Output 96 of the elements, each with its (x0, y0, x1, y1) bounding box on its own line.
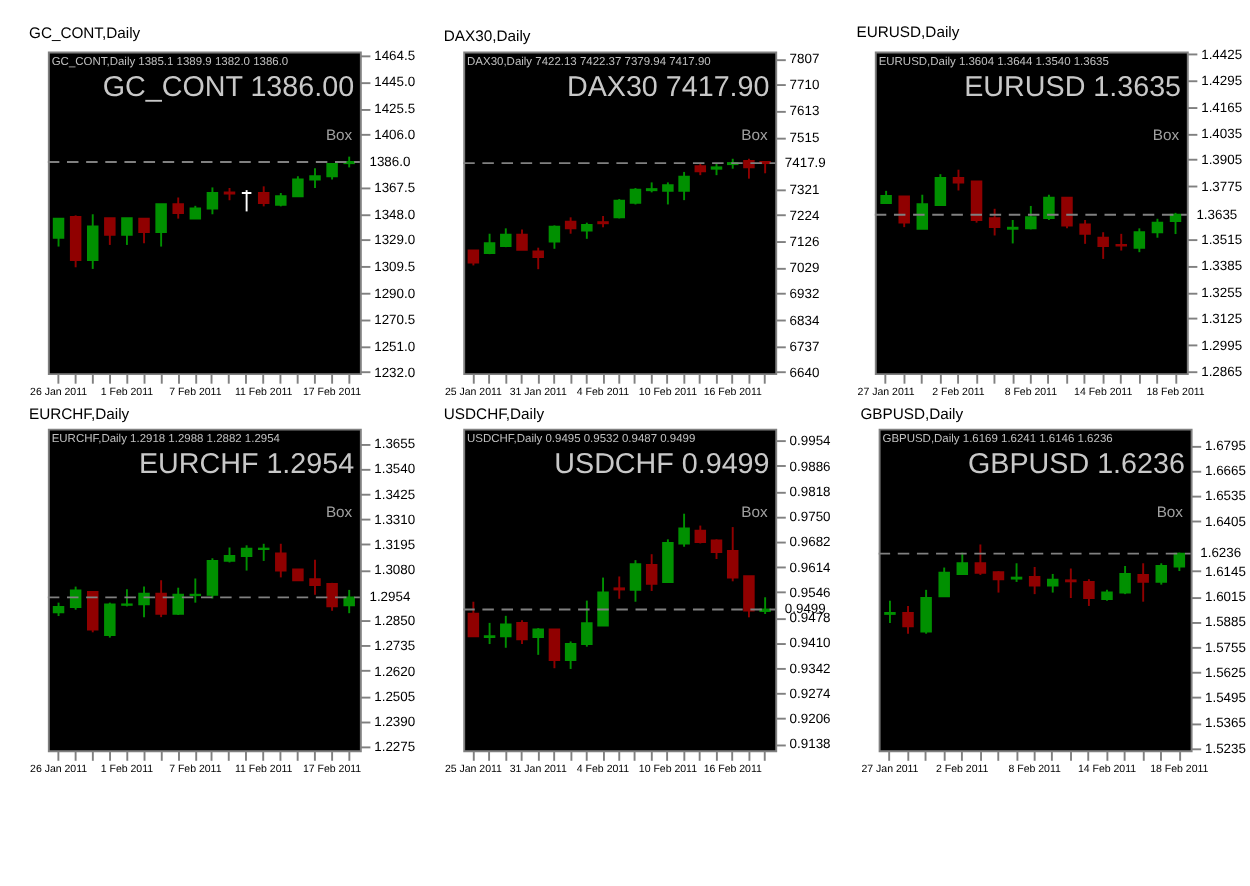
candlestick (988, 207, 1001, 237)
candlestick (934, 173, 947, 206)
candlestick (938, 566, 950, 598)
candlestick (1137, 562, 1149, 603)
candlestick (548, 224, 561, 250)
annotation: Box (1152, 125, 1180, 144)
candlestick (1010, 562, 1023, 583)
text: EURCHF,Daily (29, 405, 130, 424)
candlestick (970, 180, 983, 224)
text: USDCHF 0.9499 (554, 448, 770, 481)
candlestick (920, 588, 932, 635)
candlestick (974, 543, 987, 576)
text: EURUSD 1.3635 (964, 71, 1182, 104)
candlestick (662, 538, 674, 584)
candlestick (1119, 565, 1131, 596)
candlestick (548, 628, 561, 670)
candlestick (597, 576, 609, 627)
candlestick (952, 168, 965, 192)
text: DAX30,Daily (443, 27, 531, 46)
candlestick (309, 167, 321, 189)
candlestick (104, 217, 116, 246)
candlestick (1065, 567, 1077, 599)
annotation: Box (325, 125, 353, 144)
text: GBPUSD 1.6236 (968, 448, 1185, 481)
candlestick (645, 553, 658, 592)
candlestick (629, 559, 642, 603)
candlestick (532, 627, 544, 656)
candlestick (343, 588, 355, 615)
candlestick (743, 575, 755, 619)
candlestick (309, 558, 321, 596)
candlestick (326, 581, 338, 612)
text: DAX30 7417.90 (566, 71, 770, 104)
candlestick (992, 570, 1005, 594)
candlestick (104, 601, 116, 639)
candlestick (240, 544, 253, 572)
candlestick (516, 228, 528, 251)
text: GBPUSD,Daily (860, 405, 964, 424)
candlestick (172, 586, 184, 616)
text: EURUSD,Daily (856, 22, 960, 41)
candlestick (678, 512, 690, 548)
candlestick (189, 577, 202, 604)
candlestick (1043, 193, 1055, 221)
candlestick (500, 614, 512, 649)
candlestick (532, 246, 544, 271)
text: EURCHF 1.2954 (138, 448, 355, 481)
candlestick (1083, 578, 1095, 607)
candlestick (1006, 219, 1019, 245)
text: USDCHF,Daily (443, 405, 545, 424)
text: GC_CONT,Daily (29, 23, 141, 42)
candlestick (1046, 572, 1059, 594)
candlestick (155, 203, 167, 248)
candlestick (1133, 227, 1146, 254)
candlestick (69, 585, 82, 611)
candlestick (86, 213, 99, 270)
candlestick (240, 189, 253, 213)
candlestick (581, 599, 593, 648)
candlestick (613, 575, 625, 600)
candlestick (678, 170, 690, 202)
candlestick (743, 157, 755, 180)
candlestick (902, 604, 914, 635)
candlestick (467, 600, 480, 638)
candlestick (138, 217, 150, 245)
candlestick (884, 599, 896, 624)
candlestick (257, 542, 270, 562)
candlestick (1079, 219, 1091, 245)
candlestick (155, 579, 167, 619)
candlestick (257, 185, 270, 208)
candlestick (1061, 196, 1073, 230)
candlestick (138, 585, 150, 619)
candlestick (1028, 566, 1041, 596)
candlestick (206, 557, 219, 600)
annotation: Box (741, 502, 768, 521)
candlestick (1169, 211, 1182, 236)
candlestick (121, 217, 133, 246)
candlestick (1097, 231, 1109, 260)
annotation: Box (325, 502, 353, 521)
candlestick (52, 217, 65, 248)
text: GC_CONT 1386.00 (102, 71, 355, 104)
candlestick (516, 619, 528, 646)
candlestick (483, 621, 496, 646)
candlestick (1151, 217, 1164, 239)
candlestick (206, 186, 219, 216)
candlestick (898, 195, 910, 229)
candlestick (275, 542, 287, 579)
candlestick (172, 196, 184, 220)
candlestick (86, 590, 99, 634)
candlestick (1155, 562, 1168, 586)
candlestick (726, 526, 739, 583)
candlestick (710, 538, 723, 560)
annotation: Box (1156, 502, 1184, 521)
candlestick (564, 640, 577, 670)
candlestick (292, 175, 304, 198)
candlestick (916, 193, 929, 230)
candlestick (662, 181, 674, 206)
candlestick (69, 214, 82, 269)
annotation: Box (741, 125, 768, 144)
